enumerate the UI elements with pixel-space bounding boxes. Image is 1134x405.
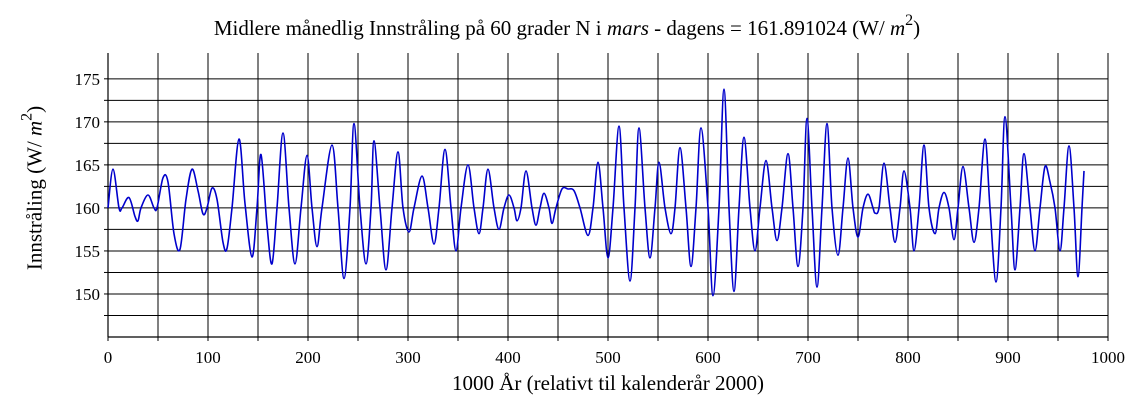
x-tick-label: 400 [495,348,521,367]
series-line [107,88,1085,297]
y-axis-label: Innstråling (W/ m2) [19,105,48,271]
y-label-exponent: 2 [18,112,36,121]
y-label-text: Innstråling (W/ [22,136,47,271]
x-tick-label: 700 [795,348,821,367]
x-tick-label: 200 [295,348,321,367]
x-tick-label: 600 [695,348,721,367]
title-prefix: Midlere månedlig Innstråling på 60 grade… [213,16,607,40]
title-exponent: 2 [905,12,914,29]
tick-labels: 150 155 160 165 170 175 0 100 200 300 400 500 600 700… [75,70,1126,367]
chart-title: Midlere månedlig Innstråling på 60 grade… [0,12,1134,41]
grid [104,53,1109,341]
x-tick-label: 900 [995,348,1021,367]
title-month: mars [606,16,649,40]
y-tick-label: 170 [75,113,101,132]
x-tick-label: 800 [895,348,921,367]
y-label-close: ) [22,105,47,113]
x-axis-label: 1000 År (relativt til kalenderår 2000) [452,371,764,395]
x-tick-label: 1000 [1091,348,1125,367]
x-tick-label: 100 [195,348,221,367]
y-label-unit: m [22,120,47,137]
x-tick-label: 500 [595,348,621,367]
title-suffix: - dagens = 161.891024 (W/ [648,16,890,40]
y-tick-label: 155 [75,242,101,261]
y-tick-label: 160 [75,199,101,218]
x-tick-label: 0 [104,348,113,367]
x-tick-label: 300 [395,348,421,367]
y-tick-label: 175 [75,70,101,89]
y-tick-label: 165 [75,156,101,175]
y-tick-label: 150 [75,285,101,304]
title-close: ) [913,16,921,40]
title-unit: m [889,16,906,40]
